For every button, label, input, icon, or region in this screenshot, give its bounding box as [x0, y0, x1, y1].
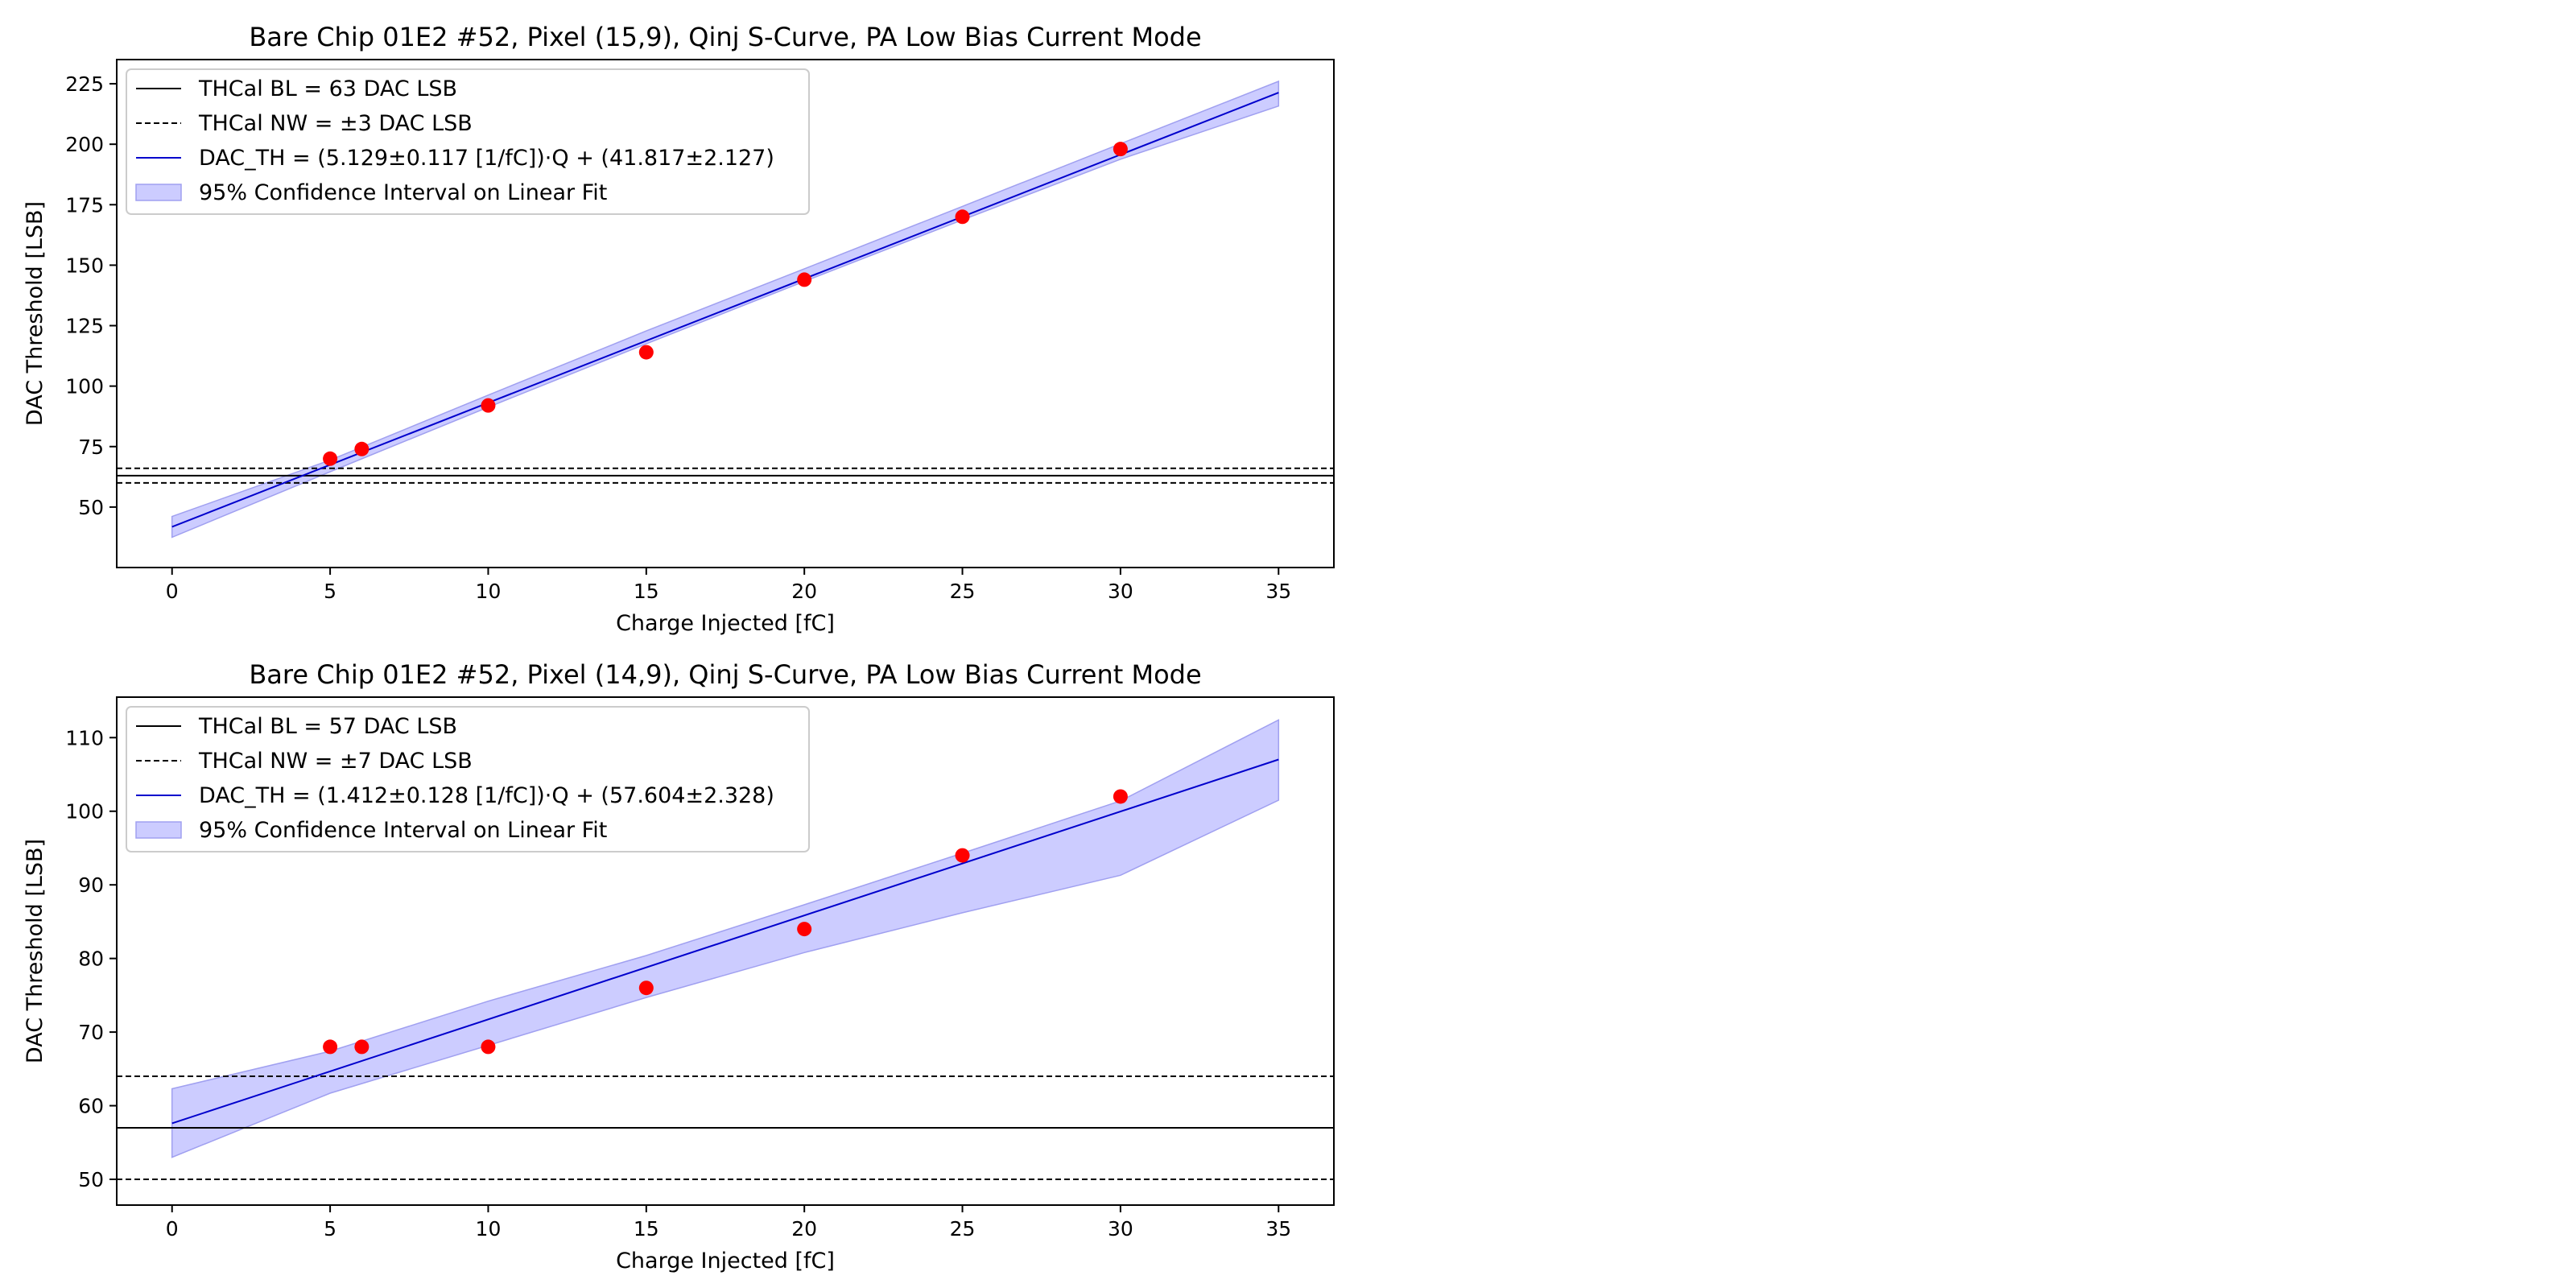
plot-area	[117, 719, 1334, 1180]
legend-frame	[126, 706, 810, 852]
x-tick-label: 15	[634, 1217, 659, 1241]
y-tick-label: 50	[78, 496, 104, 519]
chart-top: 0 5 10 15 20 25 30 35 50 75 100 125 150 175 200 225 Bare…	[23, 22, 1335, 636]
data-point	[1113, 789, 1128, 804]
y-tick-label: 80	[78, 947, 104, 971]
data-point	[955, 848, 970, 863]
plot-area	[117, 80, 1334, 539]
x-tick-label: 10	[476, 1217, 502, 1241]
y-tick-label: 50	[78, 1168, 104, 1191]
y-tick-label: 175	[65, 193, 104, 217]
y-tick-label: 125	[65, 315, 104, 338]
x-axis-label: Charge Injected [fC]	[616, 1249, 835, 1274]
legend-entry: THCal BL = 57 DAC LSB	[198, 714, 457, 739]
y-tick-label: 100	[65, 800, 104, 824]
y-axis-label: DAC Threshold [LSB]	[23, 839, 47, 1063]
x-tick-label: 0	[166, 580, 179, 603]
x-tick-label: 25	[950, 580, 976, 603]
x-tick-label: 0	[166, 1217, 179, 1241]
legend: THCal BL = 63 DAC LSB THCal NW = ±3 DAC L…	[126, 68, 810, 215]
data-point	[797, 272, 812, 287]
y-tick-label: 225	[65, 72, 104, 96]
y-axis-label: DAC Threshold [LSB]	[23, 201, 47, 426]
y-tick-label: 200	[65, 133, 104, 156]
y-tick-label: 75	[78, 436, 104, 459]
y-tick-label: 150	[65, 254, 104, 277]
y-tick-label: 60	[78, 1095, 104, 1118]
data-point	[481, 1039, 496, 1055]
chart-bottom: 0 5 10 15 20 25 30 35 50 60 70 80 90 100 110 Bare Chip …	[23, 659, 1335, 1274]
x-tick-label: 30	[1108, 580, 1133, 603]
legend-entry: DAC_TH = (5.129±0.117 [1/fC])·Q + (41.81…	[199, 146, 774, 171]
legend-entry: THCal NW = ±3 DAC LSB	[198, 111, 473, 136]
fit-line	[171, 758, 1279, 1125]
data-point	[797, 922, 812, 937]
data-point	[354, 1039, 369, 1055]
x-tick-label: 35	[1265, 1217, 1291, 1241]
data-point	[638, 345, 654, 360]
x-tick-label: 10	[476, 580, 502, 603]
x-tick-label: 30	[1108, 1217, 1133, 1241]
plot-frame	[116, 59, 1335, 568]
legend-band-handle	[135, 184, 182, 201]
x-tick-label: 25	[950, 1217, 976, 1241]
x-tick-label: 5	[324, 1217, 336, 1241]
fit-line	[171, 92, 1279, 528]
legend-entry: 95% Confidence Interval on Linear Fit	[199, 818, 607, 843]
x-tick-label: 35	[1265, 580, 1291, 603]
legend-band-handle	[135, 821, 182, 839]
chart-title: Bare Chip 01E2 #52, Pixel (14,9), Qinj S…	[249, 659, 1201, 690]
data-point	[481, 398, 496, 413]
data-point	[638, 980, 654, 996]
data-point	[1113, 142, 1128, 157]
legend-entry: THCal BL = 63 DAC LSB	[198, 76, 457, 101]
data-point	[955, 209, 970, 225]
y-tick-label: 110	[65, 726, 104, 749]
legend: THCal BL = 57 DAC LSB THCal NW = ±7 DAC L…	[126, 706, 810, 852]
data-point	[323, 1039, 338, 1055]
plot-frame	[116, 696, 1335, 1206]
confidence-band	[171, 719, 1280, 1158]
chart-title: Bare Chip 01E2 #52, Pixel (15,9), Qinj S…	[249, 22, 1201, 52]
y-tick-label: 90	[78, 873, 104, 897]
y-tick-label: 70	[78, 1021, 104, 1044]
y-tick-label: 100	[65, 375, 104, 398]
x-tick-label: 5	[324, 580, 336, 603]
data-point	[354, 441, 369, 456]
x-tick-label: 20	[791, 1217, 817, 1241]
legend-entry: DAC_TH = (1.412±0.128 [1/fC])·Q + (57.60…	[199, 783, 774, 808]
legend-entry: 95% Confidence Interval on Linear Fit	[199, 180, 607, 205]
data-point	[323, 451, 338, 466]
x-axis-label: Charge Injected [fC]	[616, 611, 835, 636]
legend-frame	[126, 68, 810, 215]
x-tick-label: 15	[634, 580, 659, 603]
x-tick-label: 20	[791, 580, 817, 603]
legend-entry: THCal NW = ±7 DAC LSB	[198, 749, 473, 774]
